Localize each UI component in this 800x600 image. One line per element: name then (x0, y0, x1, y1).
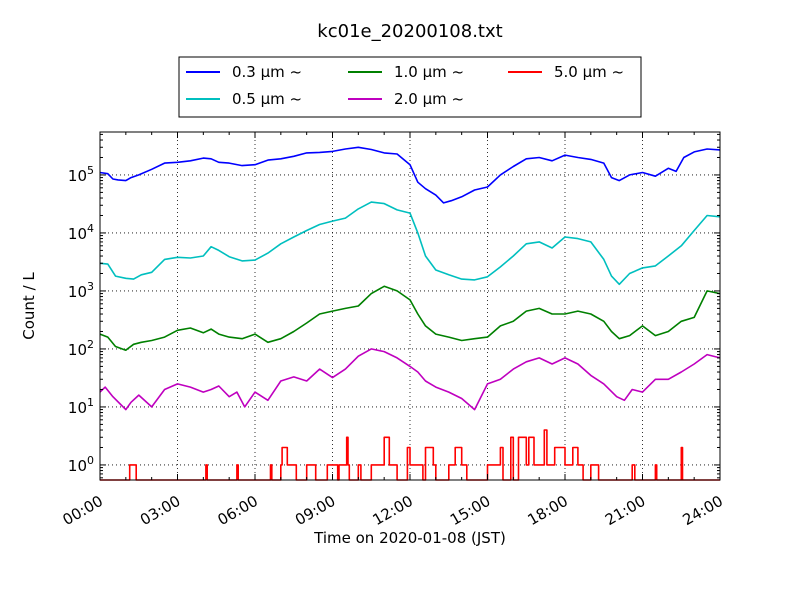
legend-label-1.0: 1.0 μm ~ (394, 63, 464, 81)
legend-label-5.0: 5.0 μm ~ (554, 63, 624, 81)
x-tick-label: 00:00 (60, 492, 106, 529)
x-tick-label: 24:00 (680, 492, 726, 529)
legend-label-0.5: 0.5 μm ~ (232, 90, 302, 108)
series-line-1.0 (99, 285, 721, 352)
series-line-0.5 (99, 201, 721, 286)
legend: 0.3 μm ~ 0.5 μm ~ 1.0 μm ~ 2.0 μm ~ 5.0 μm ~ (178, 56, 642, 118)
x-tick-label: 18:00 (525, 492, 571, 529)
y-tick-label: 105 (68, 164, 94, 185)
x-tick-label: 12:00 (370, 492, 416, 529)
y-tick-label: 103 (68, 280, 94, 301)
y-tick-label: 102 (68, 338, 94, 359)
x-tick-label: 21:00 (602, 492, 648, 529)
y-tick-label: 100 (68, 454, 94, 475)
series-line-5.0 (100, 429, 720, 481)
legend-box (178, 56, 642, 118)
y-tick-label: 101 (68, 396, 94, 417)
axis-ticks: 00:00 03:00 06:00 09:00 12:00 15:00 18:00 21:00… (60, 132, 726, 529)
x-tick-label: 03:00 (137, 492, 183, 529)
chart-title: kc01e_20200108.txt (317, 21, 502, 42)
x-tick-label: 15:00 (447, 492, 493, 529)
grid (100, 132, 720, 480)
series-line-2.0 (99, 348, 721, 411)
x-tick-label: 06:00 (215, 492, 261, 529)
y-tick-label: 104 (68, 222, 94, 243)
y-axis-label: Count / L (20, 272, 38, 340)
x-tick-label: 09:00 (292, 492, 338, 529)
x-axis-label: Time on 2020-01-08 (JST) (313, 529, 506, 547)
legend-label-0.3: 0.3 μm ~ (232, 63, 302, 81)
legend-label-2.0: 2.0 μm ~ (394, 90, 464, 108)
series-line-0.3 (99, 146, 721, 204)
plot-lines (99, 146, 721, 481)
